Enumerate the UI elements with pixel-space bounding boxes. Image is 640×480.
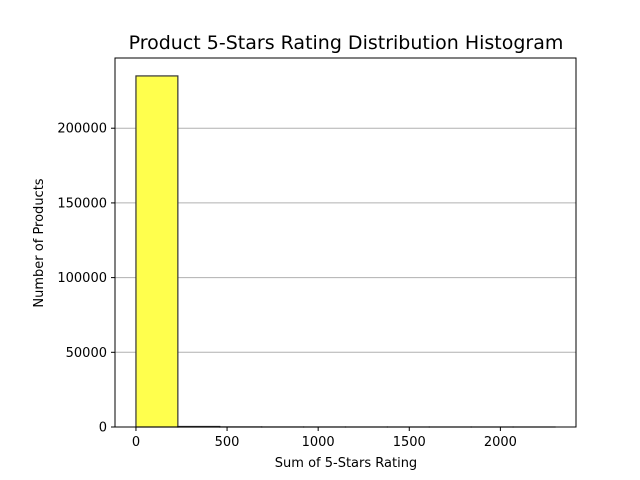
x-tick-label: 1000 [302, 435, 335, 450]
y-tick-label: 200000 [57, 122, 107, 137]
histogram-bar [135, 75, 179, 428]
y-tick-label: 150000 [57, 196, 107, 211]
y-tick-label: 50000 [66, 346, 107, 361]
plot-area-frame [114, 57, 577, 428]
x-tick-label: 500 [215, 435, 240, 450]
y-axis-ticks: 0 50000 100000 150000 200000 [57, 122, 115, 436]
x-tick-label: 1500 [393, 435, 426, 450]
y-tick-label: 0 [99, 421, 107, 436]
x-axis-label: Sum of 5-Stars Rating [275, 456, 417, 471]
x-tick-label: 2000 [484, 435, 517, 450]
y-axis-label: Number of Products [32, 178, 47, 307]
y-tick-label: 100000 [57, 271, 107, 286]
gridlines [115, 127, 576, 428]
x-axis-ticks: 0 500 1000 1500 2000 [132, 427, 517, 450]
chart-title: Product 5-Stars Rating Distribution Hist… [129, 32, 564, 54]
x-tick-label: 0 [132, 435, 140, 450]
